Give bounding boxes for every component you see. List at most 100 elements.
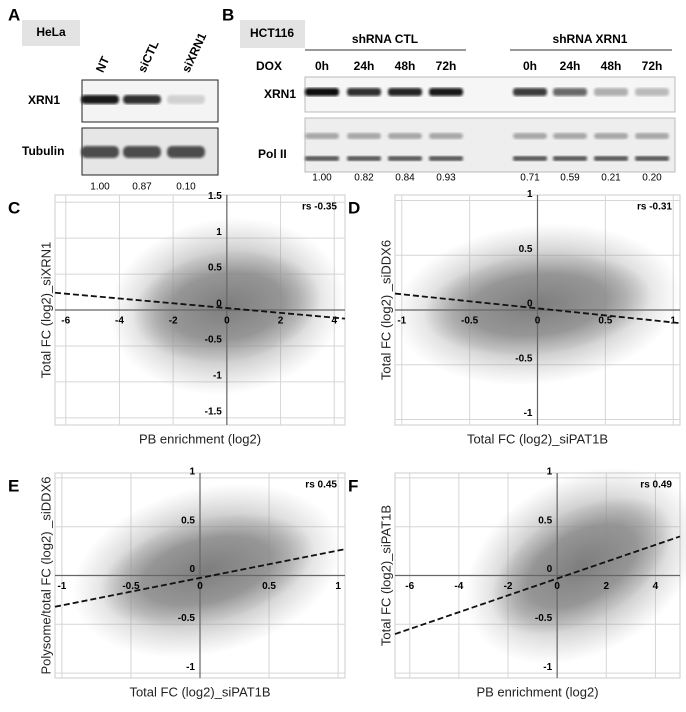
timepoint: 72h <box>642 59 663 73</box>
band <box>123 146 161 158</box>
quantification: 1.00 <box>312 173 332 184</box>
x-tick-label: 0.5 <box>598 316 612 327</box>
x-tick-label: -2 <box>504 581 513 592</box>
x-tick-label: -1 <box>57 581 66 592</box>
panel-label: D <box>348 198 360 217</box>
y-tick-label: -0.5 <box>205 335 223 346</box>
timepoint: 0h <box>523 59 537 73</box>
point-cloud <box>99 513 315 628</box>
y-tick-label: 1 <box>547 467 553 478</box>
band <box>388 156 422 161</box>
y-tick-label: 0.5 <box>538 515 552 526</box>
band <box>347 133 381 139</box>
x-tick-label: -0.5 <box>122 581 140 592</box>
x-tick-label: -1 <box>397 316 406 327</box>
annotation: rs 0.45 <box>305 480 337 491</box>
panel-label: A <box>8 5 20 24</box>
panel-label: B <box>222 5 234 24</box>
band <box>388 88 422 96</box>
timepoint: 48h <box>395 59 416 73</box>
band <box>513 156 547 161</box>
quantification: 0.93 <box>436 173 456 184</box>
panel-label: F <box>348 476 358 495</box>
band <box>347 88 381 96</box>
timepoint: 24h <box>354 59 375 73</box>
point-cloud <box>490 496 673 635</box>
y-tick-label: -1 <box>524 408 533 419</box>
x-axis-label: Total FC (log2)_siPAT1B <box>129 684 270 699</box>
x-axis-label: Total FC (log2)_siPAT1B <box>467 431 608 446</box>
trend-line <box>394 535 681 635</box>
lane-label: siXRN1 <box>179 30 210 74</box>
band <box>553 88 587 96</box>
y-tick-label: 0.5 <box>208 263 222 274</box>
x-tick-label: 4 <box>653 581 659 592</box>
timepoint: 0h <box>315 59 329 73</box>
quantification: 0.84 <box>395 173 415 184</box>
band <box>429 156 463 161</box>
y-tick-label: 0 <box>547 564 553 575</box>
row-label: Pol II <box>258 147 287 161</box>
band <box>167 95 205 104</box>
quantification: 0.87 <box>132 182 152 193</box>
y-tick-label: -1 <box>213 371 222 382</box>
lane-label: NT <box>93 54 113 75</box>
x-axis-label: PB enrichment (log2) <box>476 684 598 699</box>
y-tick-label: -0.5 <box>535 613 553 624</box>
lane-label: siCTL <box>135 38 162 74</box>
quantification: 0.20 <box>642 173 662 184</box>
x-tick-label: 1 <box>670 316 676 327</box>
y-axis-label: Total FC (log2)_siPAT1B <box>378 505 393 646</box>
x-tick-label: 2 <box>278 316 284 327</box>
band <box>635 156 669 161</box>
y-axis-label: Total FC (log2)_siXRN1 <box>38 242 53 379</box>
y-tick-label: -1.5 <box>205 406 223 417</box>
band <box>388 133 422 139</box>
band <box>594 88 628 96</box>
x-tick-label: 1 <box>335 581 341 592</box>
annotation: rs -0.31 <box>637 202 672 213</box>
trend-line <box>394 292 681 325</box>
quantification: 0.71 <box>520 173 540 184</box>
row-label: XRN1 <box>28 93 60 107</box>
band <box>305 133 339 139</box>
band <box>123 95 161 104</box>
band <box>167 146 205 158</box>
group-label: shRNA XRN1 <box>553 32 628 46</box>
y-tick-label: 1 <box>527 189 533 200</box>
x-tick-label: -4 <box>454 581 463 592</box>
x-tick-label: -2 <box>169 316 178 327</box>
band <box>553 133 587 139</box>
y-tick-label: 0.5 <box>181 515 195 526</box>
band <box>635 133 669 139</box>
timepoint: 72h <box>436 59 457 73</box>
timepoint: 24h <box>560 59 581 73</box>
quantification: 0.21 <box>601 173 621 184</box>
y-tick-label: 1 <box>189 467 195 478</box>
x-tick-label: -4 <box>115 316 124 327</box>
band <box>429 88 463 96</box>
y-tick-label: 0 <box>189 564 195 575</box>
quantification: 0.10 <box>176 182 196 193</box>
timepoint: 48h <box>601 59 622 73</box>
group-label: shRNA CTL <box>352 32 418 46</box>
y-tick-label: 0.5 <box>519 244 533 255</box>
band <box>594 156 628 161</box>
cell-line: HCT116 <box>250 26 294 40</box>
x-tick-label: 0 <box>224 316 230 327</box>
band <box>81 146 119 158</box>
band <box>347 156 381 161</box>
band <box>513 88 547 96</box>
dox-label: DOX <box>256 59 282 73</box>
x-tick-label: -0.5 <box>461 316 479 327</box>
y-tick-label: -0.5 <box>178 613 196 624</box>
quantification: 0.82 <box>354 173 374 184</box>
x-tick-label: 0 <box>535 316 541 327</box>
band <box>553 156 587 161</box>
cell-line-box <box>22 20 80 46</box>
panel-label: C <box>8 198 20 217</box>
annotation: rs 0.49 <box>640 480 672 491</box>
x-tick-label: 0 <box>197 581 203 592</box>
cell-line-box <box>240 20 305 48</box>
